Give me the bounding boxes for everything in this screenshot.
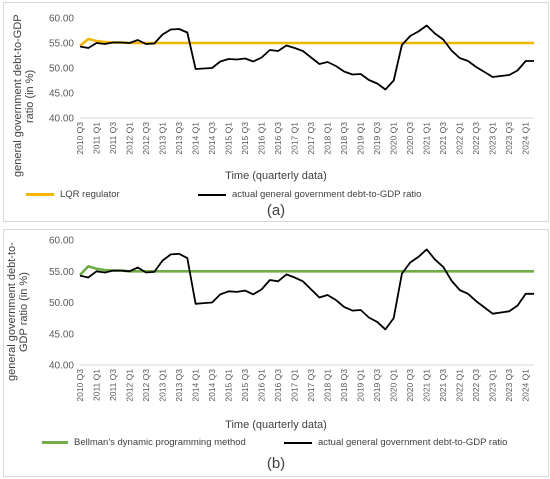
legend-swatch-actual-a (198, 193, 226, 196)
x-tick-label: 2013 Q1 (158, 369, 168, 402)
x-tick-label: 2022 Q1 (455, 369, 465, 402)
panel-caption-b: (b) (266, 455, 286, 472)
x-tick-label: 2020 Q3 (405, 122, 415, 155)
legend-item-actual-b: actual general government debt-to-GDP ra… (284, 437, 507, 448)
y-tick-label: 55.00 (49, 39, 74, 50)
y-tick-label: 55.00 (49, 267, 74, 278)
x-tick-label: 2015 Q1 (224, 122, 234, 155)
x-tick-label: 2013 Q3 (174, 369, 184, 402)
y-tick-label: 40.00 (49, 361, 74, 372)
x-tick-label: 2016 Q1 (257, 122, 267, 155)
x-tick-label: 2016 Q3 (273, 122, 283, 155)
x-tick-label: 2012 Q1 (125, 369, 135, 402)
x-tick-label: 2012 Q1 (125, 122, 135, 155)
actual-debt-series-line (79, 248, 534, 331)
y-tick-label: 50.00 (49, 64, 74, 75)
x-tick-label: 2014 Q3 (207, 122, 217, 155)
legend-item-bellman: Bellman's dynamic programming method (42, 437, 246, 448)
x-tick-label: 2022 Q1 (455, 122, 465, 155)
legend-label-actual-b: actual general government debt-to-GDP ra… (318, 437, 508, 448)
legend-swatch-actual-b (284, 441, 312, 444)
x-tick-label: 2011 Q3 (108, 122, 118, 154)
x-tick-label: 2022 Q3 (471, 369, 481, 402)
x-tick-label: 2021 Q1 (422, 122, 432, 155)
regulator-series-line (79, 264, 534, 276)
chart-panel-b: general government debt-to-GDP ratio (in… (3, 229, 549, 477)
x-tick-label: 2014 Q3 (207, 369, 217, 402)
x-tick-label: 2013 Q1 (158, 122, 168, 155)
x-tick-label: 2017 Q3 (306, 369, 316, 402)
x-tick-label: 2023 Q3 (504, 122, 514, 155)
line-chart-b: 40.00 45.00 50.00 55.00 60.00 2010 Q3 2011 Q1 2… (49, 236, 534, 402)
x-tick-label: 2024 Q1 (521, 122, 531, 155)
x-tick-label: 2017 Q1 (290, 122, 300, 155)
x-tick-label: 2021 Q3 (438, 122, 448, 155)
y-tick-label: 50.00 (49, 298, 74, 309)
x-tick-label: 2011 Q3 (108, 369, 118, 401)
x-tick-label: 2023 Q3 (504, 369, 514, 402)
legend-item-actual-a: actual general government debt-to-GDP ra… (198, 189, 421, 200)
x-axis-label: Time (quarterly data) (225, 419, 327, 431)
chart-panel-a: general government debt-to-GDP ratio (in… (3, 2, 549, 222)
actual-debt-series-line (79, 24, 534, 91)
x-tick-label: 2018 Q3 (339, 122, 349, 155)
y-tick-label: 60.00 (49, 14, 74, 25)
x-tick-label: 2022 Q3 (471, 122, 481, 155)
x-tick-label: 2011 Q1 (92, 369, 102, 401)
x-tick-label: 2018 Q1 (323, 122, 333, 155)
x-tick-label: 2018 Q1 (323, 369, 333, 402)
regulator-series-line (79, 37, 534, 47)
x-tick-label: 2020 Q1 (389, 369, 399, 402)
y-tick-label: 45.00 (49, 329, 74, 340)
x-tick-label: 2014 Q1 (191, 369, 201, 402)
x-tick-label: 2012 Q3 (141, 369, 151, 402)
x-tick-label: 2016 Q3 (273, 369, 283, 402)
legend-label-lqr: LQR regulator (60, 189, 120, 200)
x-tick-label: 2015 Q1 (224, 369, 234, 402)
line-chart-a: 40.00 45.00 50.00 55.00 60.00 2010 Q3 2011 Q1 2… (49, 14, 534, 155)
x-tick-label: 2021 Q3 (438, 369, 448, 402)
x-tick-label: 2012 Q3 (141, 122, 151, 155)
x-tick-label: 2016 Q1 (257, 369, 267, 402)
x-tick-label: 2023 Q1 (488, 369, 498, 402)
x-tick-label: 2015 Q3 (240, 122, 250, 155)
x-tick-label: 2013 Q3 (174, 122, 184, 155)
x-tick-label: 2021 Q1 (422, 369, 432, 402)
panel-caption-a: (a) (266, 202, 286, 219)
y-tick-label: 40.00 (49, 114, 74, 125)
x-tick-label: 2017 Q3 (306, 122, 316, 155)
legend-label-actual-a: actual general government debt-to-GDP ra… (232, 189, 422, 200)
y-tick-label: 60.00 (49, 236, 74, 247)
x-tick-label: 2010 Q3 (75, 369, 85, 402)
x-tick-label: 2019 Q3 (372, 369, 382, 402)
x-tick-label: 2019 Q1 (356, 369, 366, 402)
y-tick-label: 45.00 (49, 89, 74, 100)
x-tick-label: 2010 Q3 (75, 122, 85, 155)
x-tick-label: 2023 Q1 (488, 122, 498, 155)
x-tick-label: 2015 Q3 (240, 369, 250, 402)
x-tick-label: 2020 Q3 (405, 369, 415, 402)
x-tick-label: 2011 Q1 (92, 122, 102, 154)
legend-swatch-bellman (42, 441, 68, 444)
x-tick-label: 2017 Q1 (290, 369, 300, 402)
legend-item-lqr: LQR regulator (26, 189, 120, 200)
x-tick-label: 2018 Q3 (339, 369, 349, 402)
x-tick-label: 2024 Q1 (521, 369, 531, 402)
x-tick-label: 2019 Q1 (356, 122, 366, 155)
x-tick-label: 2019 Q3 (372, 122, 382, 155)
x-tick-label: 2014 Q1 (191, 122, 201, 155)
x-axis-label: Time (quarterly data) (225, 170, 327, 182)
x-tick-label: 2020 Q1 (389, 122, 399, 155)
legend-label-bellman: Bellman's dynamic programming method (74, 437, 246, 448)
legend-swatch-lqr (26, 193, 54, 196)
